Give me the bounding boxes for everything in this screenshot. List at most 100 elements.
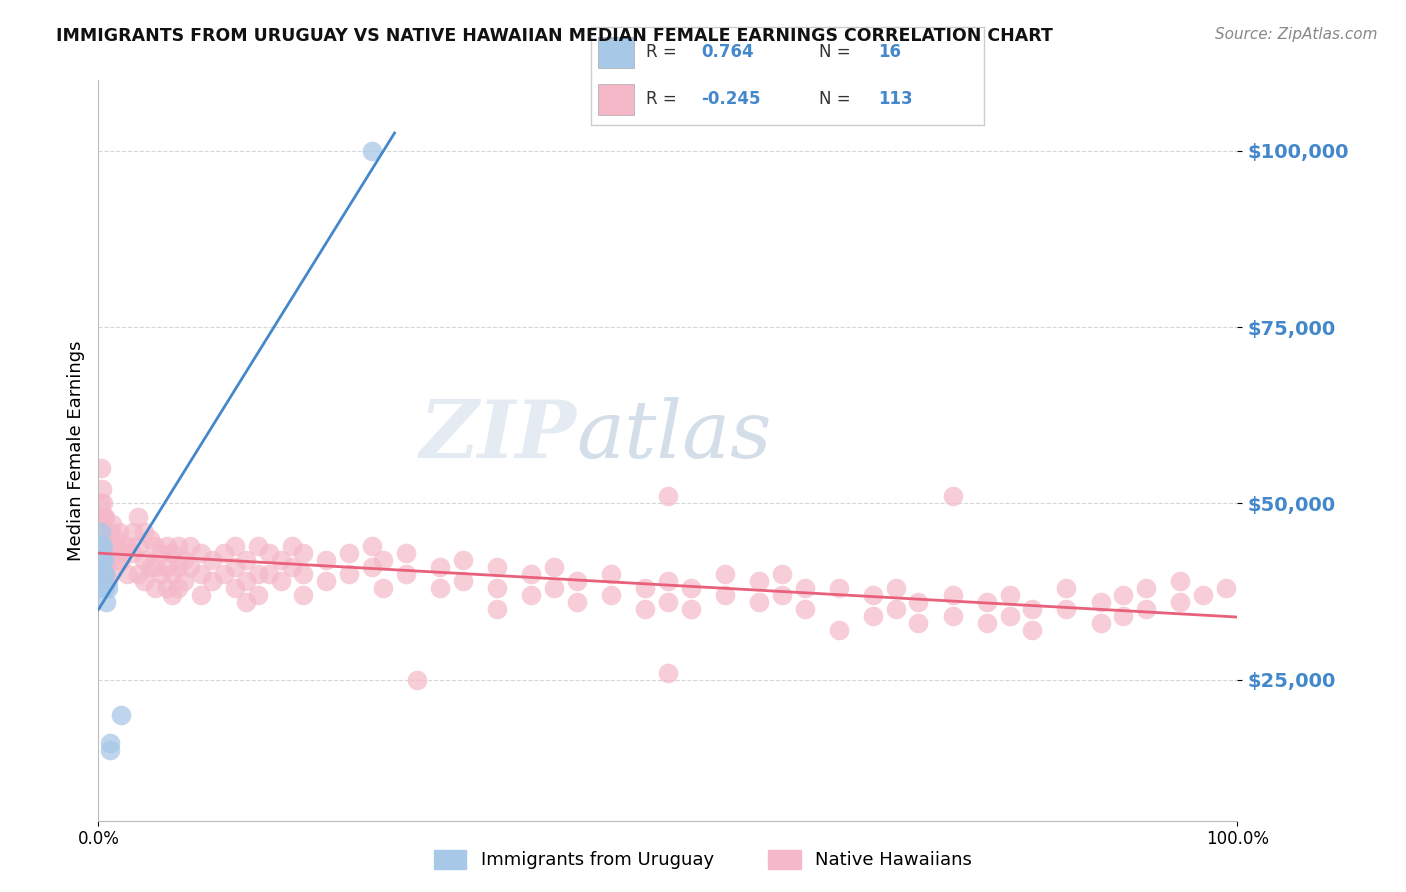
Point bbox=[315, 574, 337, 588]
Point bbox=[429, 559, 451, 574]
Point bbox=[115, 539, 138, 553]
Point bbox=[292, 588, 315, 602]
Point bbox=[1090, 616, 1112, 631]
Point bbox=[235, 595, 257, 609]
Point bbox=[94, 539, 117, 553]
Point bbox=[907, 616, 929, 631]
Point bbox=[127, 566, 149, 581]
Point bbox=[224, 559, 246, 574]
Point bbox=[235, 553, 257, 567]
Point bbox=[360, 559, 382, 574]
Point bbox=[173, 553, 195, 567]
Point bbox=[190, 566, 212, 581]
Point bbox=[1112, 609, 1135, 624]
Point bbox=[127, 510, 149, 524]
Point bbox=[828, 624, 851, 638]
Point bbox=[224, 539, 246, 553]
Point bbox=[1192, 588, 1215, 602]
Point bbox=[96, 532, 118, 546]
Point bbox=[1135, 602, 1157, 616]
Text: 16: 16 bbox=[877, 44, 901, 62]
Point bbox=[96, 566, 118, 581]
Point bbox=[94, 566, 117, 581]
Point bbox=[1021, 602, 1043, 616]
Text: atlas: atlas bbox=[576, 397, 772, 475]
Point bbox=[190, 546, 212, 560]
Point bbox=[104, 553, 127, 567]
Point bbox=[292, 546, 315, 560]
Point bbox=[543, 559, 565, 574]
Point bbox=[179, 539, 201, 553]
Point bbox=[110, 707, 132, 722]
Point bbox=[371, 581, 394, 595]
Point bbox=[132, 553, 155, 567]
Point bbox=[281, 559, 304, 574]
Point bbox=[942, 489, 965, 503]
Point bbox=[150, 566, 173, 581]
Point bbox=[679, 581, 702, 595]
Point bbox=[976, 616, 998, 631]
Point bbox=[90, 461, 112, 475]
Legend: Immigrants from Uruguay, Native Hawaiians: Immigrants from Uruguay, Native Hawaiian… bbox=[425, 841, 981, 879]
Point bbox=[156, 559, 179, 574]
Point bbox=[201, 574, 224, 588]
Point bbox=[259, 546, 281, 560]
Point bbox=[714, 588, 737, 602]
Point bbox=[679, 602, 702, 616]
Point bbox=[90, 539, 112, 553]
Point bbox=[90, 553, 112, 567]
Point bbox=[145, 539, 167, 553]
Point bbox=[281, 539, 304, 553]
Y-axis label: Median Female Earnings: Median Female Earnings bbox=[66, 340, 84, 561]
Point bbox=[121, 546, 143, 560]
Point bbox=[94, 510, 117, 524]
FancyBboxPatch shape bbox=[599, 84, 634, 115]
Point bbox=[406, 673, 429, 687]
Point bbox=[115, 566, 138, 581]
Point bbox=[145, 559, 167, 574]
Point bbox=[1112, 588, 1135, 602]
Point bbox=[224, 581, 246, 595]
Text: ZIP: ZIP bbox=[420, 397, 576, 475]
Point bbox=[167, 559, 190, 574]
Point bbox=[90, 510, 112, 524]
Point bbox=[173, 574, 195, 588]
Text: N =: N = bbox=[818, 44, 856, 62]
Point bbox=[90, 524, 112, 539]
Point bbox=[292, 566, 315, 581]
Point bbox=[212, 566, 235, 581]
Point bbox=[110, 539, 132, 553]
Point bbox=[91, 524, 114, 539]
Point bbox=[90, 566, 112, 581]
Point bbox=[315, 553, 337, 567]
Point bbox=[884, 602, 907, 616]
Point bbox=[793, 581, 815, 595]
Point bbox=[91, 566, 114, 581]
Point bbox=[907, 595, 929, 609]
Point bbox=[162, 588, 184, 602]
Point bbox=[93, 566, 115, 581]
Point bbox=[1170, 595, 1192, 609]
Point bbox=[884, 581, 907, 595]
Point bbox=[93, 566, 115, 581]
Point bbox=[862, 609, 884, 624]
Point bbox=[145, 581, 167, 595]
Point bbox=[1054, 581, 1078, 595]
Point bbox=[451, 553, 474, 567]
Point bbox=[96, 595, 118, 609]
Point bbox=[486, 602, 509, 616]
Point bbox=[246, 539, 269, 553]
Point bbox=[520, 566, 543, 581]
Point bbox=[634, 602, 657, 616]
Point bbox=[96, 581, 118, 595]
Point bbox=[156, 581, 179, 595]
Point bbox=[600, 588, 623, 602]
Point bbox=[93, 539, 115, 553]
Point bbox=[132, 524, 155, 539]
Point bbox=[998, 588, 1021, 602]
Point bbox=[451, 574, 474, 588]
FancyBboxPatch shape bbox=[599, 37, 634, 68]
Point bbox=[1215, 581, 1237, 595]
Point bbox=[110, 553, 132, 567]
Point bbox=[429, 581, 451, 595]
